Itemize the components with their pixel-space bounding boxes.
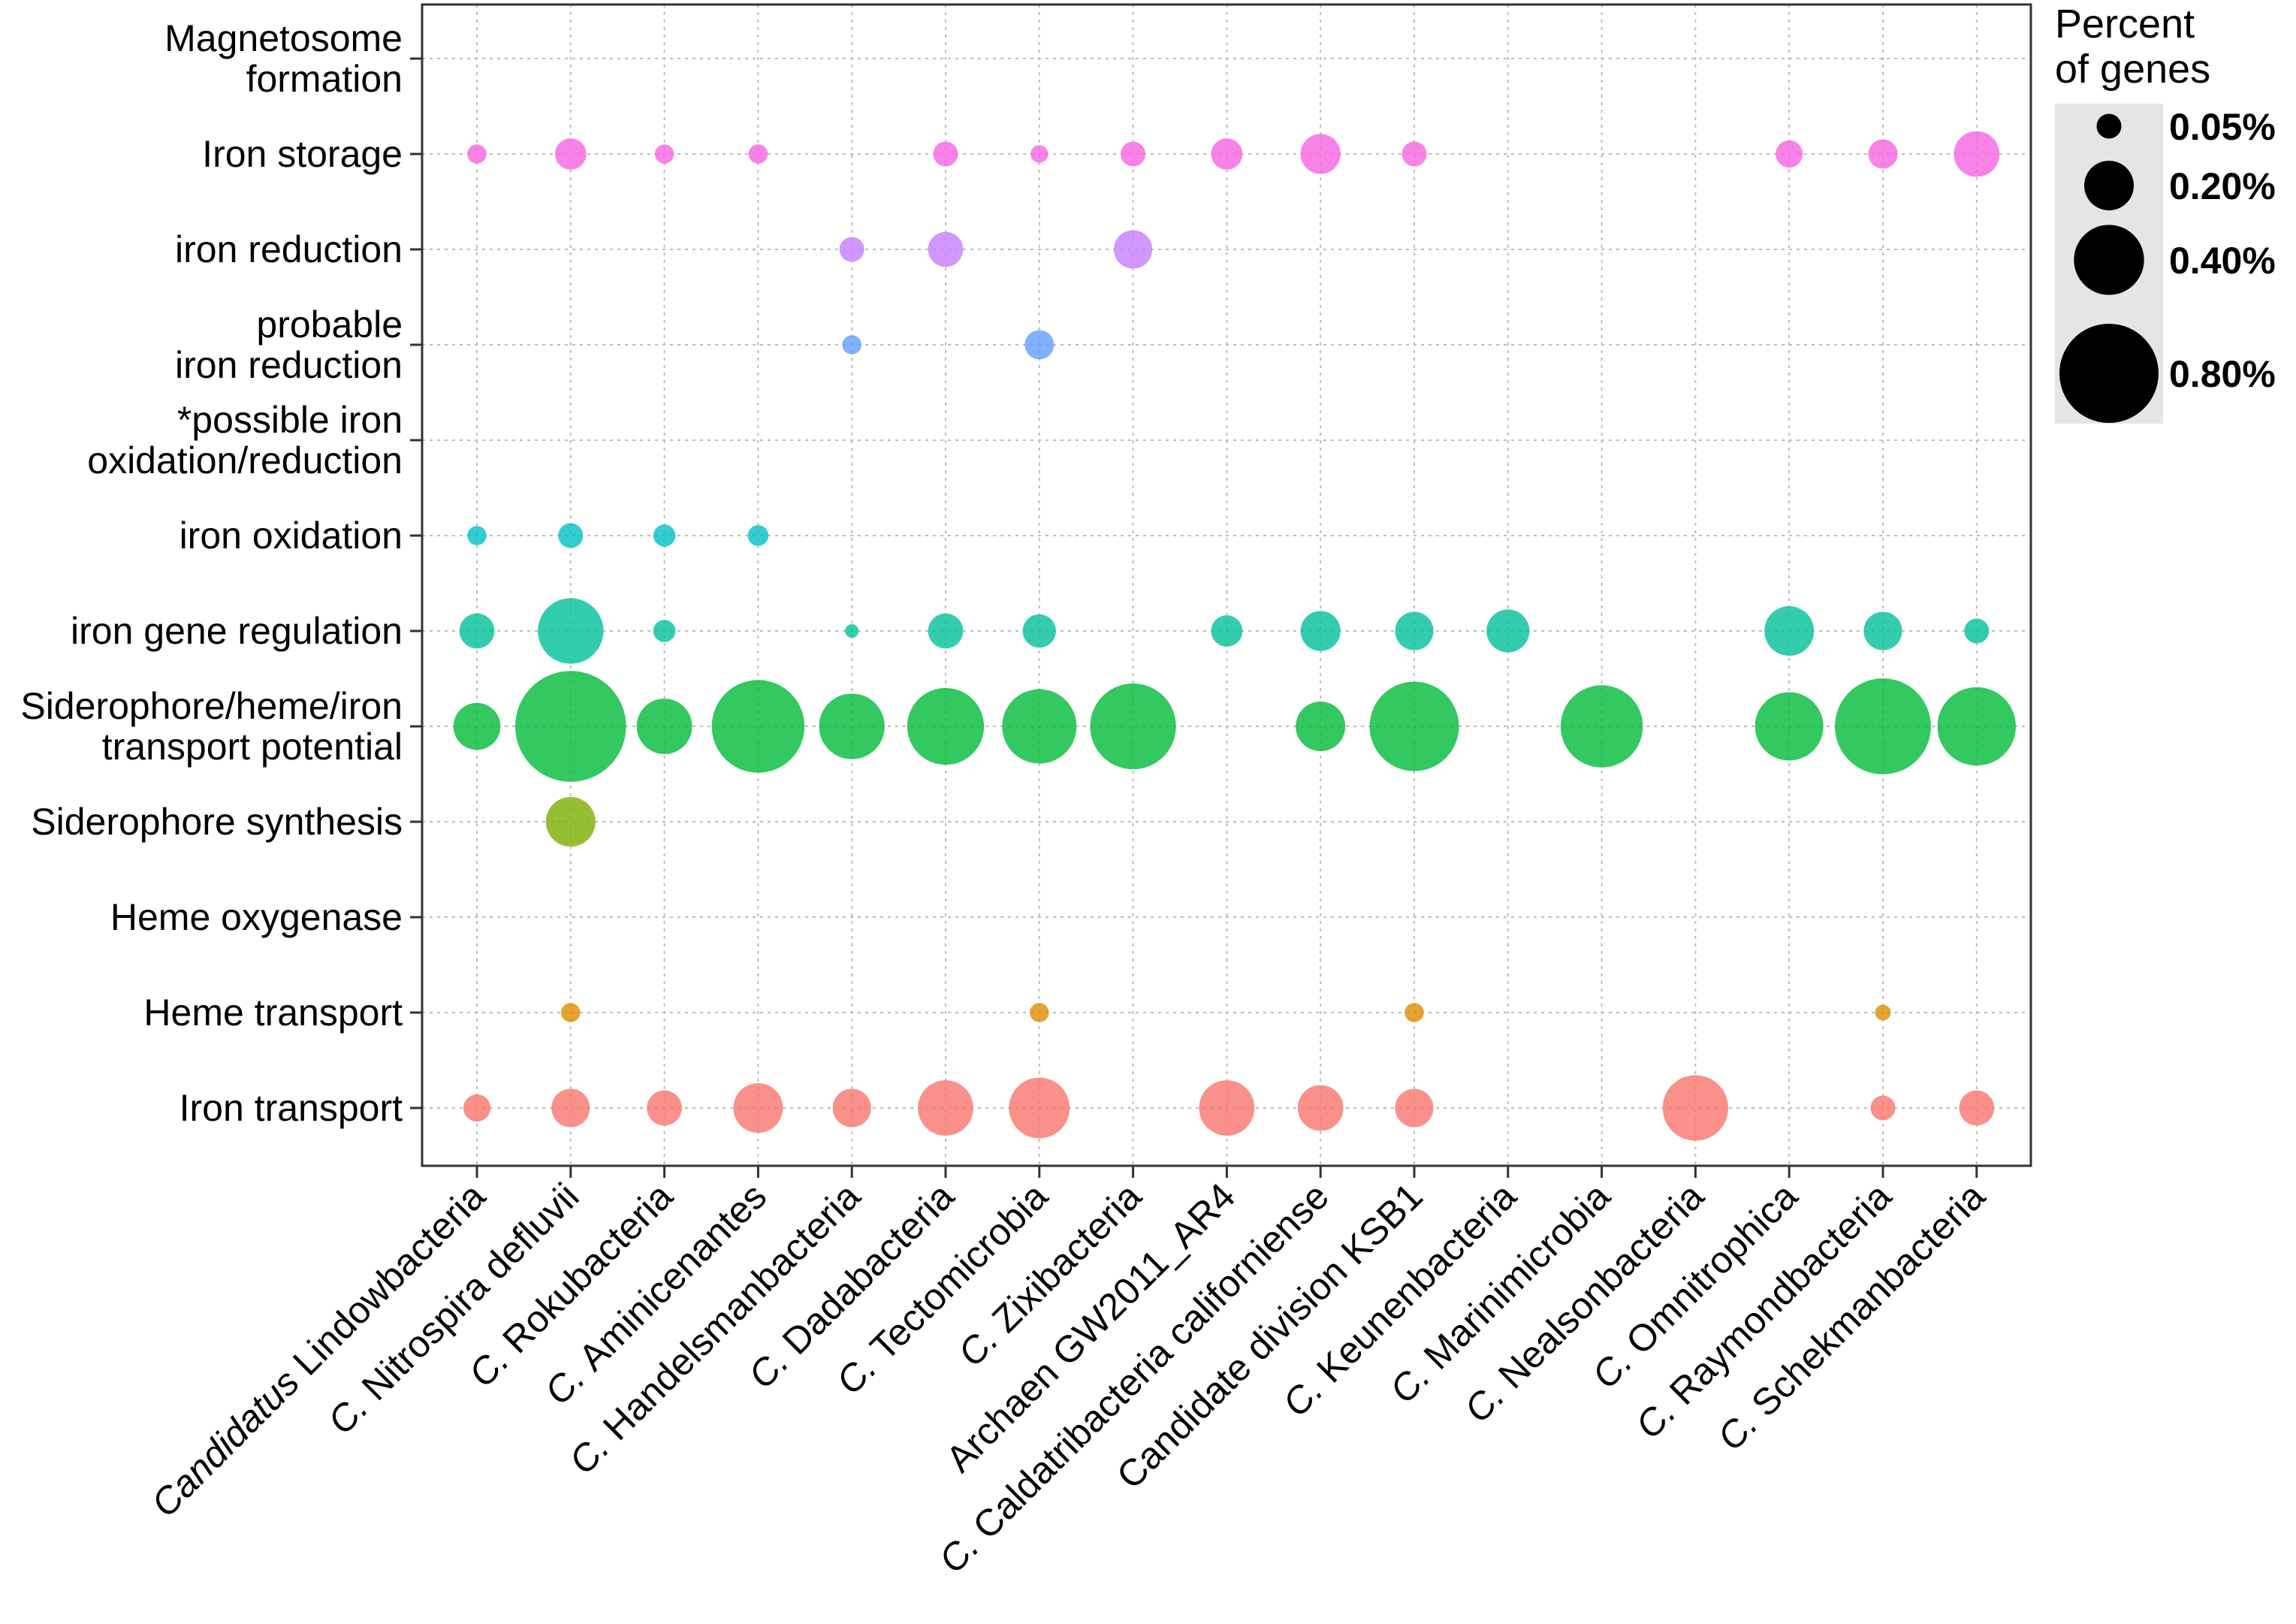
bubble-point	[819, 693, 885, 759]
bubble-point	[1114, 230, 1153, 269]
bubble-point	[1369, 681, 1459, 771]
data-points	[453, 131, 2016, 1141]
y-axis-label: Siderophore synthesis	[31, 801, 403, 843]
bubble-point	[1875, 1004, 1891, 1021]
bubble-point	[1395, 611, 1434, 651]
y-axis-label: Magnetosome formation	[164, 17, 403, 100]
bubble-point	[1964, 618, 1990, 644]
bubble-point	[1296, 702, 1346, 751]
bubble-point	[647, 1090, 682, 1126]
bubble-point	[636, 699, 692, 754]
legend-key-circle	[2084, 161, 2134, 210]
grid-lines	[422, 5, 2031, 1166]
bubble-point	[832, 1088, 871, 1127]
y-axis-label: *possible iron oxidation/reduction	[87, 399, 403, 481]
bubble-point	[1121, 141, 1146, 167]
bubble-point	[1009, 1077, 1070, 1139]
bubble-point	[653, 620, 676, 642]
bubble-point	[554, 138, 587, 170]
legend-key-label: 0.40%	[2169, 240, 2276, 282]
legend: Percent of genes 0.05% 0.20% 0.40% 0.80%	[2055, 2, 2276, 424]
bubble-point	[551, 1088, 590, 1127]
y-axis-label: iron gene regulation	[71, 610, 403, 652]
bubble-point	[1199, 1080, 1255, 1136]
bubble-point	[463, 1094, 491, 1122]
bubble-point	[453, 702, 501, 750]
bubble-point	[1211, 138, 1243, 170]
bubble-point	[1870, 1095, 1896, 1121]
bubble-point	[1002, 689, 1077, 764]
legend-key-circle	[2059, 324, 2159, 423]
bubble-point	[1030, 1003, 1049, 1022]
bubble-point	[1868, 139, 1898, 169]
bubble-point	[1662, 1075, 1729, 1141]
bubble-point	[1954, 131, 2000, 177]
bubble-point	[1090, 683, 1176, 770]
bubble-point	[558, 523, 584, 548]
bubble-point	[1863, 611, 1902, 651]
bubble-point	[467, 526, 487, 545]
bubble-point	[928, 231, 964, 267]
axis-ticks	[410, 57, 1978, 1178]
bubble-point	[748, 144, 768, 164]
bubble-point	[1486, 609, 1530, 653]
y-axis-label: Iron transport	[180, 1087, 403, 1129]
bubble-point	[561, 1003, 581, 1022]
bubble-point	[928, 613, 964, 649]
bubble-point	[515, 671, 626, 782]
bubble-point	[1776, 140, 1803, 168]
bubble-point	[933, 141, 958, 167]
bubble-point	[907, 687, 985, 765]
bubble-point	[839, 237, 864, 262]
legend-key-label: 0.05%	[2169, 106, 2276, 148]
legend-title: Percent of genes	[2055, 2, 2210, 92]
bubble-point	[1401, 141, 1427, 167]
bubble-point	[1395, 1088, 1434, 1127]
legend-key-circle	[2096, 113, 2122, 139]
bubble-point	[1030, 145, 1048, 163]
bubble-point	[733, 1083, 783, 1133]
bubble-point	[1560, 685, 1643, 768]
y-axis-labels: Magnetosome formation Iron storage iron red…	[20, 17, 403, 1129]
bubble-point	[1022, 614, 1056, 648]
bubble-point	[845, 623, 859, 638]
bubble-point	[1835, 678, 1931, 774]
bubble-point	[1404, 1003, 1424, 1022]
y-axis-label: Heme oxygenase	[110, 896, 403, 938]
legend-key-label: 0.80%	[2169, 353, 2276, 395]
y-axis-label: Siderophore/heme/iron transport potential	[20, 685, 403, 768]
bubble-point	[538, 598, 604, 664]
y-axis-label: Heme transport	[143, 992, 403, 1034]
y-axis-label: Iron storage	[202, 133, 403, 175]
bubble-point	[654, 144, 674, 164]
bubble-point	[545, 797, 596, 847]
y-axis-label: iron reduction	[175, 228, 403, 270]
bubble-point	[711, 680, 805, 773]
bubble-point	[842, 335, 861, 355]
bubble-point	[747, 525, 769, 546]
bubble-point	[1024, 330, 1054, 360]
bubble-point	[1764, 606, 1815, 656]
bubble-point	[1959, 1090, 1995, 1126]
y-axis-label: probable iron reduction	[175, 303, 403, 386]
legend-key-label: 0.20%	[2169, 165, 2276, 207]
legend-key-circle	[2074, 225, 2144, 295]
bubble-point	[1300, 134, 1341, 174]
bubble-point	[1300, 611, 1341, 651]
bubble-point	[459, 613, 495, 649]
bubble-point	[1754, 692, 1824, 761]
bubble-point	[918, 1080, 973, 1136]
bubble-point	[467, 144, 487, 164]
y-axis-label: iron oxidation	[180, 515, 403, 557]
bubble-point	[653, 524, 676, 547]
bubble-point	[1211, 615, 1243, 647]
bubble-point	[1297, 1085, 1344, 1131]
bubble-point	[1937, 687, 2016, 766]
